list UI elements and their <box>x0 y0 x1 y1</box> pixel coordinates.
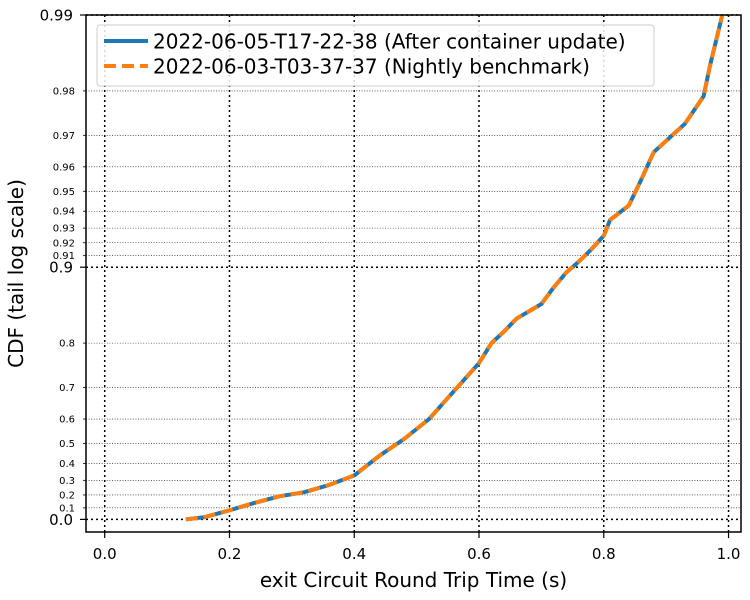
x-tick-label: 0.6 <box>467 545 491 563</box>
y-minor-tick-label: 0.91 <box>53 251 75 262</box>
x-tick-label: 0.8 <box>592 545 616 563</box>
series-line-2 <box>185 14 725 522</box>
y-minor-tick-label: 0.2 <box>59 490 75 501</box>
y-major-tick-label: 0.0 <box>49 511 73 529</box>
y-minor-tick-label: 0.5 <box>59 439 75 450</box>
legend: 2022-06-05-T17-22-38 (After container up… <box>96 24 655 87</box>
y-major-tick-label: 0.9 <box>49 259 73 277</box>
x-tick-label: 0.2 <box>218 545 242 563</box>
y-minor-tick-label: 0.7 <box>59 383 75 394</box>
legend-label-series-1: 2022-06-05-T17-22-38 (After container up… <box>153 30 626 54</box>
plot-frame <box>85 14 742 533</box>
legend-box <box>96 24 655 87</box>
tick-layer: 0.1 0.2 0.3 0.4 0.5 0.6 0.7 0.8 0.91 0.92 0.93 0.94… <box>40 7 741 564</box>
plot-background <box>86 15 741 532</box>
x-tick-label: 1.0 <box>717 545 741 563</box>
y-minor-tick-label: 0.93 <box>53 224 75 235</box>
y-minor-tick-label: 0.96 <box>53 162 75 173</box>
x-axis-label: exit Circuit Round Trip Time (s) <box>260 568 567 592</box>
y-major-tick-label: 0.99 <box>40 7 73 25</box>
y-minor-tick-label: 0.98 <box>53 86 75 97</box>
y-minor-tick-label: 0.4 <box>59 459 75 470</box>
x-tick-label: 0.4 <box>342 545 366 563</box>
y-minor-tick-label: 0.1 <box>59 503 75 514</box>
y-minor-tick-label: 0.97 <box>53 131 75 142</box>
series-layer <box>185 14 725 522</box>
x-tick-label: 0.0 <box>93 545 117 563</box>
y-axis-label: CDF (tail log scale) <box>4 179 28 368</box>
y-minor-tick-label: 0.94 <box>53 207 75 218</box>
y-minor-tick-label: 0.95 <box>53 187 75 198</box>
y-minor-tick-label: 0.92 <box>53 238 75 249</box>
y-minor-tick-label: 0.3 <box>59 476 75 487</box>
y-minor-tick-label: 0.8 <box>59 339 75 350</box>
y-minor-tick-label: 0.6 <box>59 415 75 426</box>
legend-label-series-2: 2022-06-03-T03-37-37 (Nightly benchmark) <box>153 55 590 79</box>
